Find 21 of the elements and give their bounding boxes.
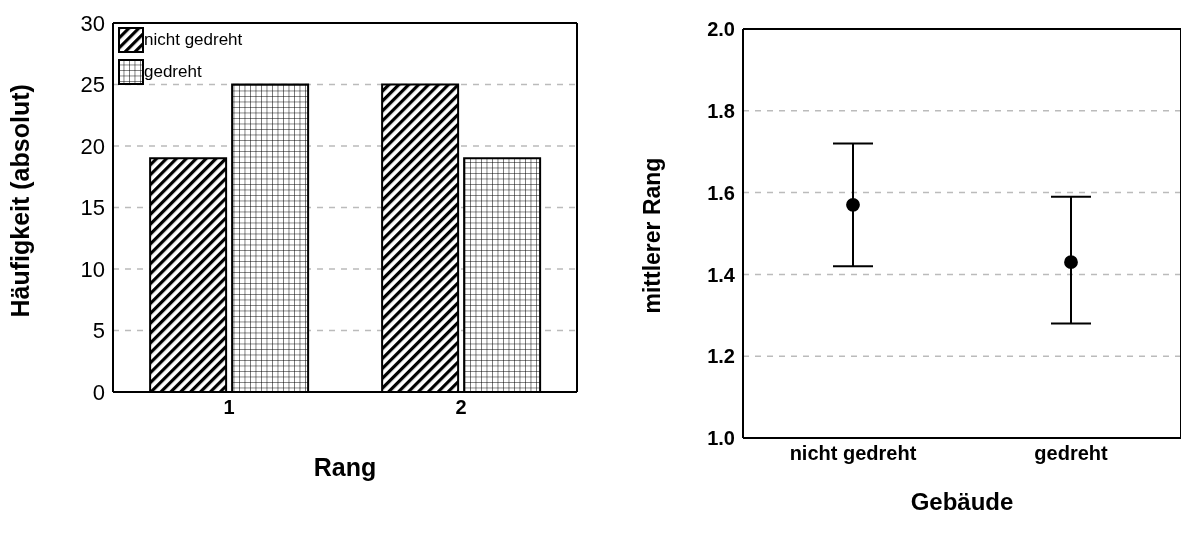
- y-tick-label: 1.8: [707, 99, 735, 122]
- y-tick-label: 20: [80, 133, 105, 159]
- y-tick-label: 15: [80, 195, 105, 221]
- y-tick-label: 25: [80, 72, 105, 98]
- legend-label: gedreht: [144, 62, 202, 82]
- y-tick-label: 5: [92, 318, 105, 344]
- y-tick-label: 1.4: [707, 263, 736, 286]
- y-tick-label: 2.0: [707, 18, 735, 41]
- legend-label: nicht gedreht: [144, 30, 243, 50]
- x-tick-label: 2: [455, 396, 467, 419]
- y-tick-label: 1.6: [707, 181, 735, 204]
- y-tick-label: 10: [80, 256, 105, 282]
- y-tick-label: 30: [80, 10, 105, 36]
- y-axis-title: Häufigkeit (absolut): [5, 84, 34, 318]
- y-tick-label: 1.0: [707, 427, 735, 450]
- x-tick-label: 1: [223, 396, 235, 419]
- y-tick-label: 1.2: [707, 345, 735, 368]
- x-axis-title: Gebäude: [910, 488, 1014, 515]
- x-axis-title: Rang: [313, 453, 377, 481]
- y-tick-label: 0: [92, 379, 105, 405]
- y-axis-title: mittlerer Rang: [639, 157, 666, 314]
